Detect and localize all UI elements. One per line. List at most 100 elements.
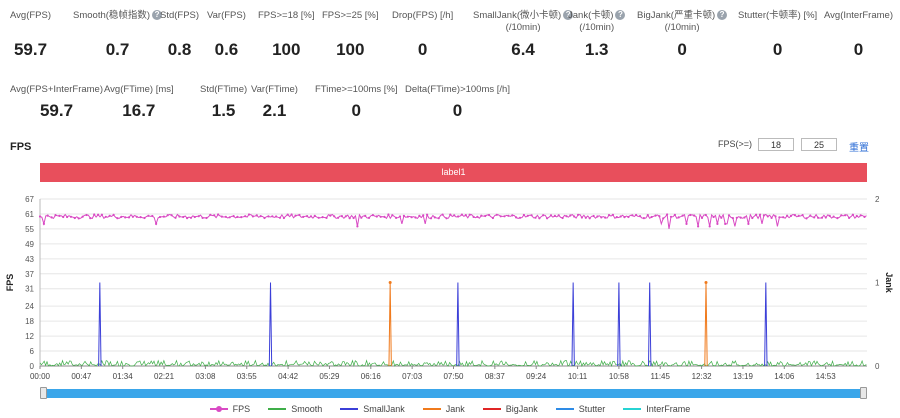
legend-item-smooth[interactable]: Smooth	[268, 404, 322, 414]
x-tick-label: 09:24	[526, 372, 547, 381]
y-tick-label: 12	[25, 332, 34, 341]
legend-item-bigjank[interactable]: BigJank	[482, 404, 538, 414]
stat-value: 1.3	[584, 40, 609, 59]
jank-marker	[388, 281, 392, 284]
series-smalljank-spike	[647, 282, 652, 367]
stat-label: Avg(InterFrame)	[824, 10, 893, 21]
y2-tick-label: 0	[875, 362, 880, 371]
legend-item-interframe[interactable]: InterFrame	[623, 404, 690, 414]
series-smalljank-spike	[571, 282, 575, 367]
legend-item-smalljank[interactable]: SmallJank	[340, 404, 405, 414]
stat-2: Std(FPS) 0.8	[160, 10, 199, 60]
stat-value: 0	[772, 40, 783, 59]
stat-value: 16.7	[122, 101, 156, 120]
stat-value: 100	[272, 40, 301, 59]
stat-4: FPS>=18 [%] 100	[258, 10, 315, 60]
y-tick-label: 61	[25, 210, 34, 219]
stat-label: Avg(FTime) [ms]	[104, 84, 174, 95]
fps-threshold-2-input[interactable]	[801, 138, 837, 151]
stat-label: Drop(FPS) [/h]	[392, 10, 454, 21]
chart-legend: FPS Smooth SmallJank Jank BigJank Stutter Inte…	[0, 402, 900, 414]
series-smalljank-spike	[764, 282, 768, 367]
x-tick-label: 07:03	[402, 372, 423, 381]
y-tick-label: 55	[25, 225, 34, 234]
stat-label: Var(FPS)	[207, 10, 246, 21]
stat-value: 59.7	[13, 40, 48, 59]
stat-value: 59.7	[39, 101, 74, 120]
slider-left-handle[interactable]	[40, 387, 47, 399]
stat-5: FPS>=25 [%] 100	[322, 10, 379, 60]
y-tick-label: 6	[30, 347, 35, 356]
time-range-slider[interactable]	[40, 387, 867, 399]
stat-label: Jank(卡顿)?	[568, 10, 626, 22]
legend-item-fps[interactable]: FPS	[209, 404, 250, 414]
legend-swatch	[482, 408, 501, 410]
stat-value: 100	[336, 40, 365, 59]
y2-axis-title: Jank	[884, 272, 894, 294]
stat-label: Avg(FPS+InterFrame)	[10, 84, 104, 95]
series-jank-spike	[388, 282, 392, 367]
series-smalljank-spike	[268, 282, 273, 367]
series-smalljank-spike	[617, 282, 621, 367]
x-tick-label: 12:32	[692, 372, 713, 381]
x-tick-label: 04:42	[278, 372, 299, 381]
stat-7: SmallJank(微小卡顿)? (/10min) 6.4	[473, 10, 574, 60]
stat-label: FPS>=25 [%]	[322, 10, 379, 21]
y-tick-label: 18	[25, 317, 34, 326]
help-icon[interactable]: ?	[615, 10, 626, 21]
x-tick-label: 10:58	[609, 372, 630, 381]
x-tick-label: 03:08	[195, 372, 216, 381]
fps-threshold-1-input[interactable]	[758, 138, 794, 151]
series-jank-spike	[704, 282, 708, 367]
stat-label: SmallJank(微小卡顿)?	[473, 10, 574, 22]
y-tick-label: 67	[25, 195, 34, 204]
stat-value: 0	[452, 101, 463, 120]
y-tick-label: 0	[30, 362, 35, 371]
stat-label: Stutter(卡顿率) [%]	[738, 10, 818, 21]
x-tick-label: 13:19	[733, 372, 754, 381]
stat-label: Smooth(稳帧指数)?	[73, 10, 163, 22]
help-icon[interactable]: ?	[152, 10, 163, 21]
y2-tick-label: 1	[875, 279, 880, 288]
stat-0: Avg(FPS) 59.7	[10, 10, 51, 60]
reset-link[interactable]: 重置	[849, 143, 869, 154]
stat-value: 0.8	[167, 40, 192, 59]
stat-value: 0	[417, 40, 428, 59]
fps-points	[38, 213, 866, 228]
stat-1: Smooth(稳帧指数)? 0.7	[73, 10, 163, 60]
help-icon[interactable]: ?	[717, 10, 728, 21]
legend-item-stutter[interactable]: Stutter	[555, 404, 605, 414]
label-band[interactable]: label1	[40, 163, 867, 182]
series-smooth	[39, 359, 867, 368]
y-tick-label: 31	[25, 285, 34, 294]
y-tick-label: 49	[25, 240, 34, 249]
stat-9: BigJank(严重卡顿)? (/10min) 0	[637, 10, 728, 60]
stat2-2: Std(FTime) 1.5	[200, 84, 247, 121]
legend-swatch	[422, 408, 441, 410]
legend-swatch	[623, 408, 642, 410]
x-tick-label: 05:29	[319, 372, 340, 381]
stat-6: Drop(FPS) [/h] 0	[392, 10, 453, 60]
stat-value: 0	[351, 101, 361, 120]
y-axis-title: FPS	[5, 274, 15, 292]
x-tick-label: 11:45	[651, 372, 671, 381]
x-tick-label: 00:47	[71, 372, 92, 381]
series-smalljank-spike	[98, 282, 102, 367]
stat-label: BigJank(严重卡顿)?	[637, 10, 728, 22]
y2-tick-label: 2	[875, 195, 880, 204]
help-icon[interactable]: ?	[563, 10, 574, 21]
stat-value: 0	[853, 40, 864, 59]
stat-value: 0	[677, 40, 687, 59]
slider-right-handle[interactable]	[860, 387, 867, 399]
stat-label: FPS>=18 [%]	[258, 10, 315, 21]
stat-3: Var(FPS) 0.6	[207, 10, 246, 60]
y-tick-label: 37	[25, 270, 34, 279]
stat-label: FTime>=100ms [%]	[315, 84, 398, 95]
stat2-0: Avg(FPS+InterFrame) 59.7	[10, 84, 103, 121]
stat-10: Stutter(卡顿率) [%] 0	[738, 10, 817, 60]
stat-label: Delta(FTime)>100ms [/h]	[405, 84, 510, 95]
legend-item-jank[interactable]: Jank	[422, 404, 465, 414]
stat-11: Avg(InterFrame) 0	[824, 10, 893, 60]
x-tick-label: 14:53	[816, 372, 837, 381]
